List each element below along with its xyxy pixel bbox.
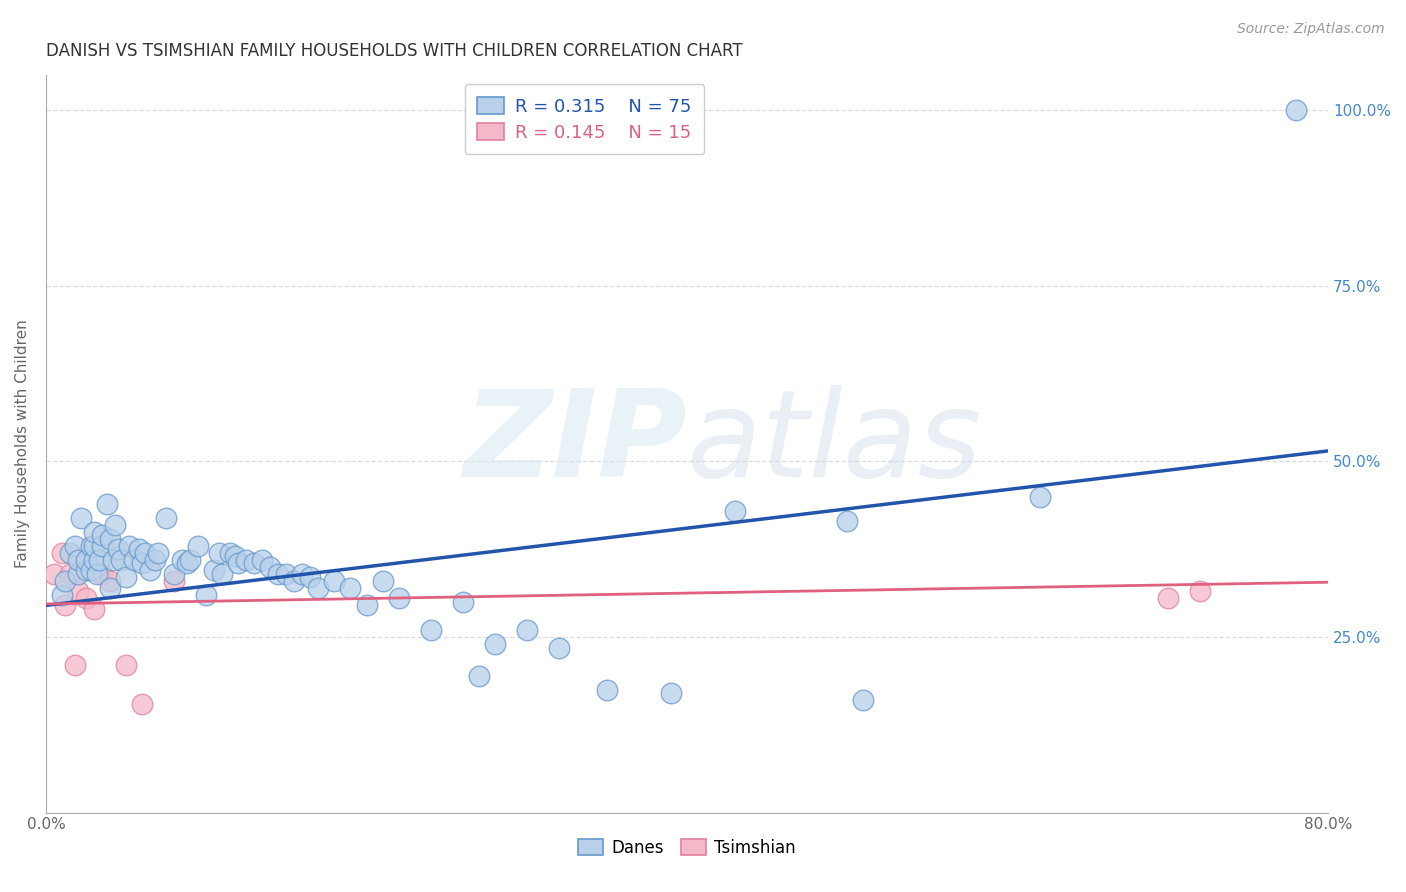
Point: [187, 539, 209, 553]
Point: [75, 563, 97, 577]
Point: [387, 591, 409, 606]
Point: [283, 574, 305, 588]
Legend: Danes, Tsimshian: Danes, Tsimshian: [572, 832, 803, 863]
Point: [195, 588, 218, 602]
Point: [122, 553, 145, 567]
Point: [91, 566, 114, 581]
Point: [226, 556, 249, 570]
Point: [371, 574, 394, 588]
Point: [467, 668, 489, 682]
Point: [724, 503, 747, 517]
Point: [107, 542, 129, 557]
Point: [139, 563, 162, 577]
Point: [299, 570, 322, 584]
Point: [276, 566, 298, 581]
Point: [1285, 103, 1308, 118]
Point: [339, 581, 361, 595]
Point: [131, 556, 153, 570]
Point: [146, 546, 169, 560]
Point: [219, 546, 242, 560]
Point: [83, 539, 105, 553]
Y-axis label: Family Households with Children: Family Households with Children: [15, 319, 30, 568]
Point: [98, 581, 121, 595]
Point: [252, 553, 274, 567]
Point: [51, 588, 73, 602]
Point: [53, 574, 76, 588]
Point: [323, 574, 346, 588]
Point: [211, 566, 233, 581]
Text: ZIP: ZIP: [464, 385, 688, 502]
Text: atlas: atlas: [688, 385, 983, 502]
Point: [596, 682, 619, 697]
Point: [291, 566, 314, 581]
Point: [1028, 490, 1050, 504]
Point: [91, 528, 114, 542]
Point: [86, 566, 108, 581]
Point: [66, 566, 89, 581]
Point: [59, 566, 82, 581]
Point: [176, 556, 198, 570]
Text: Source: ZipAtlas.com: Source: ZipAtlas.com: [1237, 22, 1385, 37]
Point: [75, 591, 97, 606]
Point: [419, 623, 441, 637]
Point: [66, 584, 89, 599]
Point: [42, 566, 65, 581]
Point: [128, 542, 150, 557]
Point: [163, 574, 186, 588]
Point: [852, 693, 875, 707]
Point: [837, 514, 859, 528]
Point: [202, 563, 225, 577]
Point: [451, 595, 474, 609]
Point: [224, 549, 246, 564]
Point: [163, 566, 186, 581]
Point: [63, 539, 86, 553]
Point: [235, 553, 257, 567]
Point: [59, 546, 82, 560]
Point: [484, 637, 506, 651]
Point: [115, 658, 138, 673]
Point: [75, 553, 97, 567]
Point: [91, 539, 114, 553]
Point: [96, 497, 118, 511]
Point: [83, 553, 105, 567]
Point: [259, 559, 281, 574]
Point: [307, 581, 329, 595]
Point: [103, 553, 125, 567]
Point: [547, 640, 569, 655]
Text: DANISH VS TSIMSHIAN FAMILY HOUSEHOLDS WITH CHILDREN CORRELATION CHART: DANISH VS TSIMSHIAN FAMILY HOUSEHOLDS WI…: [46, 42, 742, 60]
Point: [80, 563, 103, 577]
Point: [98, 574, 121, 588]
Point: [143, 553, 166, 567]
Point: [63, 658, 86, 673]
Point: [80, 539, 103, 553]
Point: [1157, 591, 1180, 606]
Point: [179, 553, 201, 567]
Point: [172, 553, 194, 567]
Point: [83, 524, 105, 539]
Point: [110, 553, 132, 567]
Point: [83, 602, 105, 616]
Point: [87, 553, 110, 567]
Point: [53, 599, 76, 613]
Point: [115, 570, 138, 584]
Point: [98, 532, 121, 546]
Point: [659, 686, 682, 700]
Point: [155, 510, 177, 524]
Point: [267, 566, 290, 581]
Point: [208, 546, 231, 560]
Point: [118, 539, 141, 553]
Point: [1188, 584, 1211, 599]
Point: [516, 623, 538, 637]
Point: [356, 599, 378, 613]
Point: [51, 546, 73, 560]
Point: [104, 517, 127, 532]
Point: [134, 546, 156, 560]
Point: [131, 697, 153, 711]
Point: [243, 556, 266, 570]
Point: [66, 553, 89, 567]
Point: [70, 510, 93, 524]
